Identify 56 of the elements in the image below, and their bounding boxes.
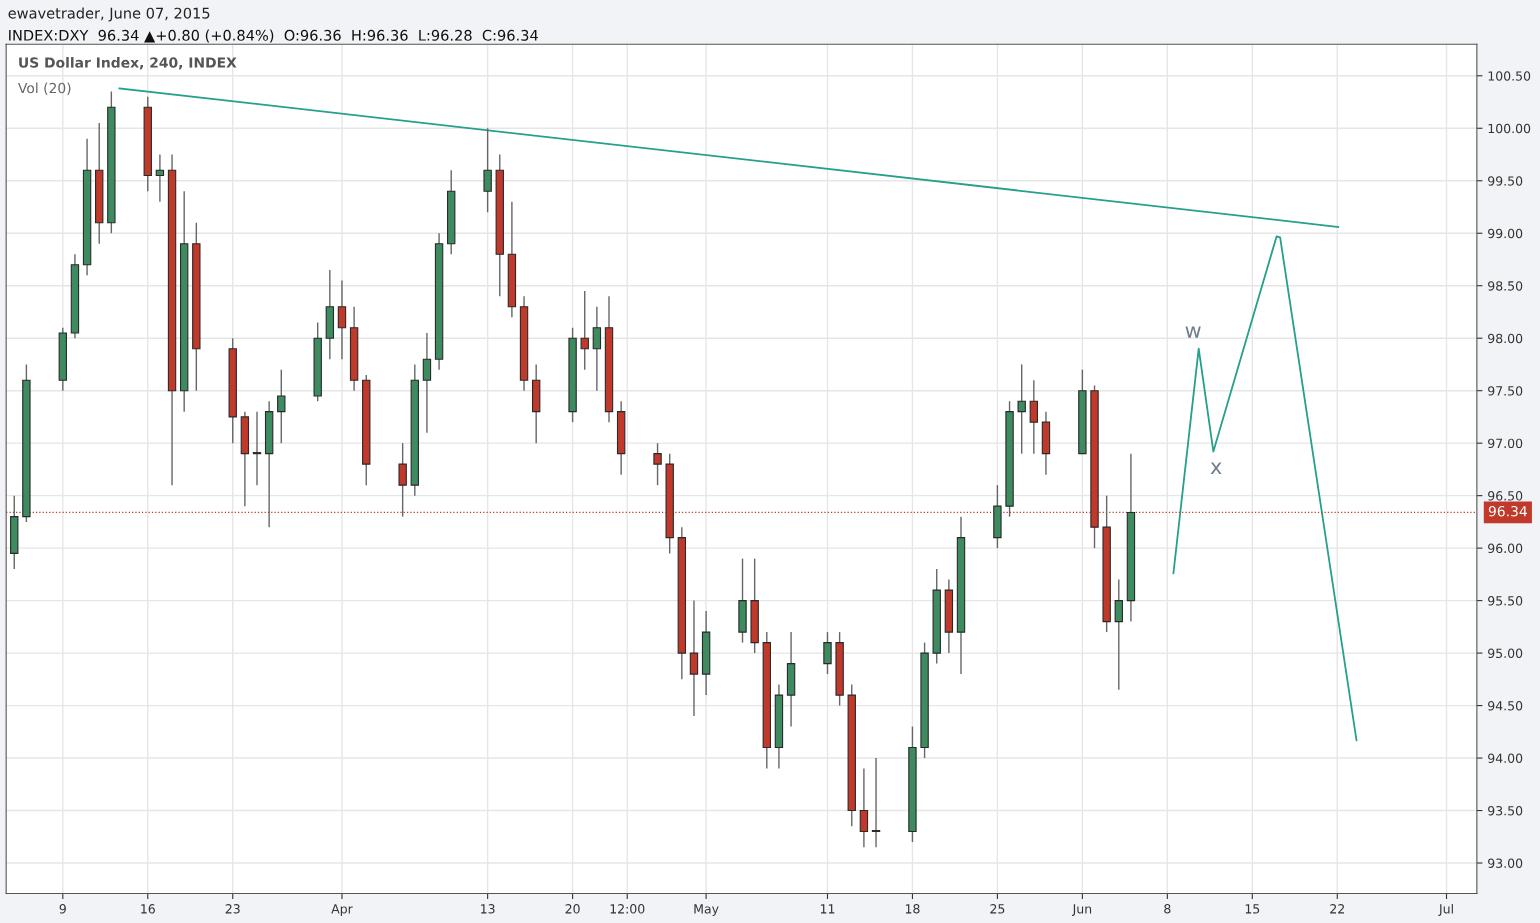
y-tick-label: 96.00 (1488, 543, 1523, 554)
candlestick (1017, 363, 1026, 455)
candlestick (689, 599, 699, 717)
y-tick-label: 93.00 (1488, 858, 1523, 868)
text: ewavetrader, June 07, 2015 (8, 7, 210, 22)
annotation: Vol (20) (18, 82, 71, 95)
x-tick-label: May (694, 904, 719, 916)
x-tick-label: 20 (565, 904, 580, 914)
candlestick (592, 306, 602, 392)
y-tick-label: 100.50 (1488, 71, 1531, 81)
x-tick-label: 15 (1245, 904, 1260, 914)
candlestick (1114, 578, 1123, 691)
x-tick-label: 9 (59, 904, 66, 914)
candlestick (155, 153, 165, 203)
x-tick-label: 11 (820, 904, 835, 914)
y-tick-label: 97.00 (1488, 438, 1523, 449)
y-tick-label: 95.00 (1488, 648, 1523, 659)
annotation: w (1185, 326, 1201, 338)
candlestick (859, 767, 869, 848)
candlestick (483, 127, 492, 213)
y-tick-label: 97.50 (1488, 386, 1523, 396)
candlestick (337, 279, 347, 360)
y-tick-label: 98.00 (1488, 333, 1523, 344)
y-tick-label: 96.50 (1488, 491, 1523, 501)
x-tick-label: 12:00 (610, 904, 645, 914)
y-tick-label: 99.00 (1488, 228, 1523, 239)
x-tick-label: Apr (331, 904, 353, 916)
x-tick-label: 23 (225, 904, 240, 914)
y-tick-label: 95.50 (1488, 596, 1523, 606)
candlestick (422, 332, 432, 434)
annotation: x (1210, 462, 1222, 474)
y-tick-label: 94.00 (1488, 753, 1523, 763)
x-tick-label: 22 (1330, 904, 1344, 914)
ref-line-label: 96.34 (1488, 505, 1527, 517)
x-tick-label: Jun (1071, 904, 1092, 916)
candlestick (871, 757, 881, 848)
x-tick-label: 25 (990, 904, 1005, 914)
y-tick-label: 98.50 (1488, 281, 1523, 291)
y-tick-label: 99.50 (1488, 176, 1523, 186)
candlestick (1029, 379, 1039, 455)
candlestick (580, 290, 589, 371)
y-tick-label: 93.50 (1488, 806, 1523, 816)
y-tick-label: 94.50 (1488, 701, 1523, 711)
line-series (1172, 235, 1358, 742)
candlestick (653, 442, 662, 486)
x-tick-label: Jul (1438, 903, 1453, 916)
x-tick-label: 18 (905, 904, 920, 914)
candlestick (823, 631, 832, 675)
candlestick (252, 410, 262, 486)
candlestick (277, 368, 286, 444)
x-tick-label: 16 (141, 904, 155, 914)
text: US Dollar Index, 240, INDEX (19, 57, 237, 70)
x-tick-label: 8 (1164, 904, 1171, 914)
y-tick-label: 100.00 (1488, 123, 1531, 134)
x-tick-label: 13 (481, 904, 495, 914)
text: INDEX:DXY 96.34 ▲+0.80 (+0.84%) O:96.36 H:96.36 L:96.28 C:96.34 (9, 29, 538, 43)
